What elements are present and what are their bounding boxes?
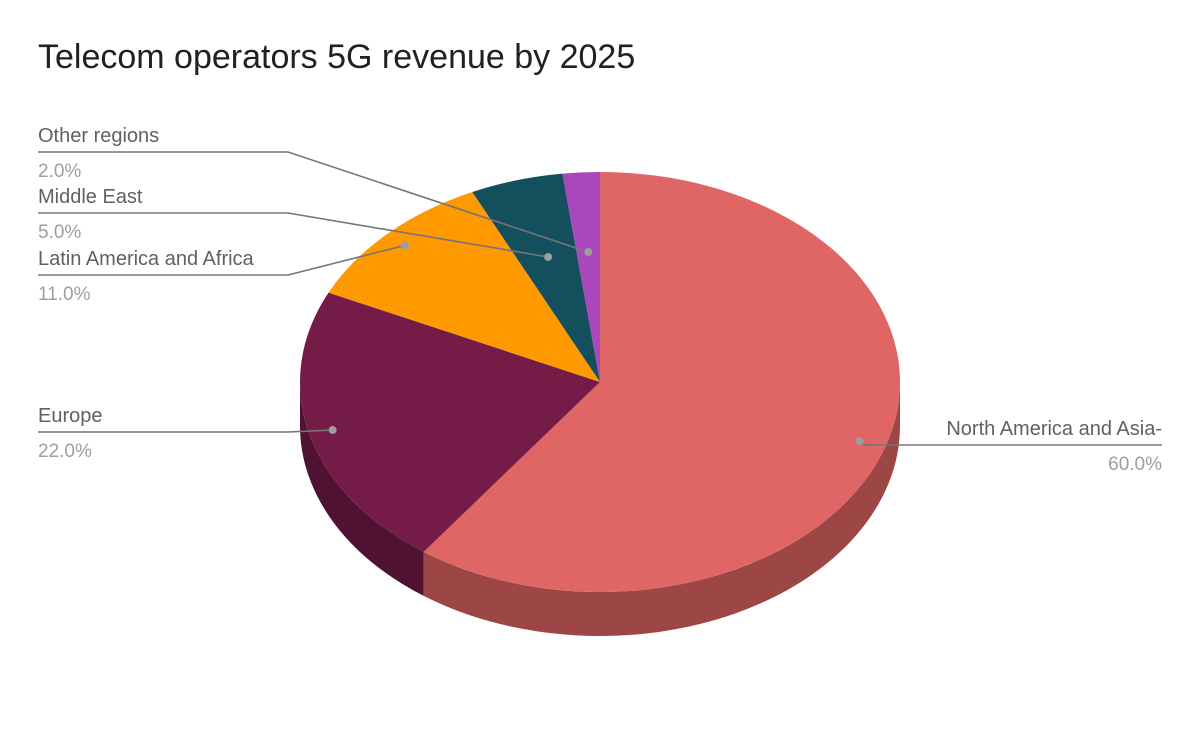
- leader-line-other-regions: [38, 151, 589, 253]
- chart-title: Telecom operators 5G revenue by 2025: [38, 38, 636, 76]
- label-anchor-europe: [328, 426, 337, 435]
- slice-label-middle-east: Middle East: [38, 186, 143, 208]
- slice-label-other-regions: Other regions: [38, 125, 159, 147]
- leader-line-europe: [38, 429, 333, 433]
- label-anchor-middle-east: [544, 252, 553, 261]
- slice-label-europe: Europe: [38, 405, 103, 427]
- label-anchor-north-america-and-asia: [855, 437, 864, 446]
- leader-line-middle-east: [38, 212, 549, 258]
- label-anchor-latin-america-and-africa: [400, 241, 409, 250]
- pie-side-europe: [300, 382, 424, 596]
- leader-line-north-america-and-asia: [859, 440, 1162, 446]
- slice-label-latin-america-and-africa: Latin America and Africa: [38, 248, 255, 270]
- slice-percent-other-regions: 2.0%: [38, 161, 81, 182]
- pie-slice-europe[interactable]: [300, 292, 600, 552]
- slice-label-north-america-and-asia: North America and Asia-: [946, 418, 1162, 440]
- slice-percent-north-america-and-asia: 60.0%: [1108, 454, 1162, 475]
- slice-percent-europe: 22.0%: [38, 441, 92, 462]
- slice-percent-middle-east: 5.0%: [38, 222, 81, 243]
- pie-side-north-america-and-asia: [423, 382, 900, 637]
- pie-slice-latin-america-and-africa[interactable]: [328, 191, 600, 382]
- pie-slice-middle-east[interactable]: [472, 173, 600, 382]
- pie-slice-north-america-and-asia[interactable]: [423, 172, 901, 592]
- leader-line-latin-america-and-africa: [38, 244, 406, 276]
- label-anchor-other-regions: [584, 248, 593, 257]
- slice-percent-latin-america-and-africa: 11.0%: [38, 284, 91, 305]
- pie-slice-other-regions[interactable]: [562, 172, 600, 382]
